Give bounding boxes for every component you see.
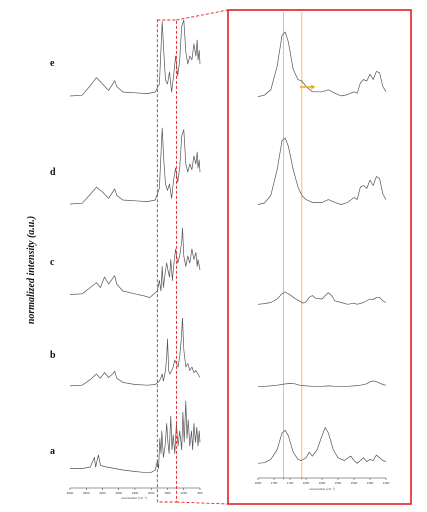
spectrum-b-zoom bbox=[258, 380, 387, 387]
spectrum-d-zoom bbox=[257, 137, 387, 205]
left-spectra bbox=[69, 19, 201, 473]
left-tick-label-3600: 3600 bbox=[83, 491, 90, 495]
spectrum-b-full bbox=[69, 317, 201, 387]
left-tick-label-800: 800 bbox=[198, 491, 203, 495]
zoom-region-box bbox=[156, 9, 229, 505]
right-tick-label-1650: 1650 bbox=[303, 481, 310, 485]
zoom-region-rect bbox=[156, 19, 177, 503]
left-x-axis: 4000 3600 3200 2800 2400 2000 1600 1200 800 bbox=[67, 487, 203, 495]
spectrum-c-full bbox=[69, 227, 201, 299]
shift-arrow-head bbox=[311, 84, 316, 90]
left-tick-label-2800: 2800 bbox=[116, 491, 123, 495]
right-tick-label-1750: 1750 bbox=[271, 481, 278, 485]
zoom-connector-top bbox=[176, 9, 229, 21]
y-axis-label: normalized intensity (a.u.) bbox=[26, 216, 37, 324]
spectrum-e-zoom bbox=[257, 31, 387, 97]
left-tick-label-1200: 1200 bbox=[181, 491, 188, 495]
left-tick-label-4000: 4000 bbox=[67, 491, 74, 495]
left-tick-label-2000: 2000 bbox=[148, 491, 155, 495]
panel-label-a: a bbox=[50, 446, 55, 457]
panel-label-e: e bbox=[50, 58, 55, 69]
spectrum-c-zoom bbox=[257, 291, 387, 305]
right-tick-label-1450: 1450 bbox=[367, 481, 374, 485]
right-tick-label-1600: 1600 bbox=[319, 481, 326, 485]
spectrum-a-full bbox=[70, 400, 201, 473]
right-tick-label-1800: 1800 bbox=[255, 481, 262, 485]
right-tick-label-1500: 1500 bbox=[351, 481, 358, 485]
spectrum-e-full bbox=[69, 19, 201, 97]
panel-label-b: b bbox=[50, 350, 56, 361]
zoom-panel: 1800 1750 1700 1650 1600 1550 1500 1450 1400 bbox=[227, 9, 412, 505]
left-tick-label-2400: 2400 bbox=[132, 491, 139, 495]
zoom-panel-frame bbox=[227, 9, 412, 505]
panel-label-d: d bbox=[50, 167, 56, 178]
right-tick-label-1400: 1400 bbox=[383, 481, 390, 485]
left-x-axis-label: wavenumber (cm⁻¹) bbox=[121, 496, 147, 500]
right-tick-label-1700: 1700 bbox=[287, 481, 294, 485]
spectrum-d-full bbox=[69, 127, 201, 205]
left-tick-label-3200: 3200 bbox=[99, 491, 106, 495]
panel-label-c: c bbox=[50, 257, 55, 268]
left-tick-label-1600: 1600 bbox=[164, 491, 171, 495]
right-tick-label-1550: 1550 bbox=[335, 481, 342, 485]
right-x-axis-label: wavenumber (cm⁻¹) bbox=[309, 487, 335, 491]
zoom-connector-bottom bbox=[176, 501, 229, 505]
spectrum-a-zoom bbox=[257, 427, 387, 464]
